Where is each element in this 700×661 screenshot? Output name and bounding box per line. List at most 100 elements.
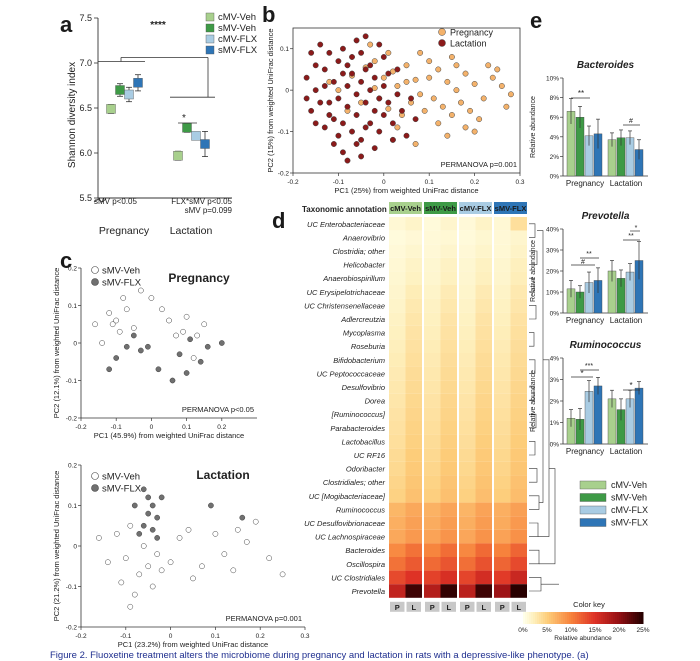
point-lactation (376, 41, 383, 48)
point-smv-flx (113, 355, 120, 361)
point-lactation (367, 62, 374, 69)
significance-star: *** (585, 363, 593, 370)
point-lactation (362, 33, 369, 40)
heatmap-cell (475, 557, 492, 571)
column-label: L (516, 603, 521, 612)
dendrogram-branch (529, 522, 539, 537)
legend-label: sMV-Veh (102, 266, 140, 277)
point-pregnancy (439, 103, 446, 110)
significance-star: * (629, 381, 632, 390)
heatmap-cell (475, 230, 492, 245)
point-cmv-veh (173, 150, 183, 161)
point-smv-flx (145, 510, 152, 517)
colorbar-segment (535, 612, 538, 624)
point-lactation (344, 83, 351, 89)
point-smv-veh (234, 526, 241, 533)
colorbar-segment (529, 612, 532, 624)
point-smv-flx (137, 347, 144, 354)
dendrogram-branch (529, 549, 540, 565)
column-label-bg (390, 601, 405, 612)
heatmap-cell (440, 529, 457, 544)
point-lactation (408, 95, 414, 102)
y-tick-label: 10% (546, 290, 559, 297)
point-lactation (362, 99, 369, 106)
point-pregnancy (471, 80, 478, 87)
panel-letter-e: e (530, 8, 542, 33)
colorbar-segment (641, 612, 644, 624)
y-tick-label: 7.5 (79, 13, 92, 23)
y-tick-label: 6.5 (79, 103, 92, 113)
point-pregnancy (426, 74, 433, 81)
heatmap-cell (459, 584, 476, 598)
heatmap-cell (424, 543, 441, 557)
heatmap-cell (405, 516, 422, 530)
colorbar-tick: 0% (518, 627, 528, 634)
heatmap-cell (440, 407, 457, 421)
legend-swatch (579, 493, 607, 502)
colorbar-tick: 15% (588, 627, 601, 634)
colorbar-label: Relative abundance (554, 635, 612, 642)
point-smv-flx (187, 336, 193, 343)
x-tick-label: 0.2 (256, 633, 265, 640)
column-label-bg (406, 601, 421, 612)
point-pregnancy (462, 124, 469, 131)
panel-letter-b: b (262, 2, 275, 27)
heatmap-cell (440, 475, 457, 489)
heatmap-cell (405, 244, 422, 258)
point-smv-veh (182, 123, 192, 133)
heatmap-cell (494, 393, 511, 408)
point-lactation (335, 58, 342, 65)
heatmap-cell (510, 298, 527, 313)
y-tick-label: 0.2 (68, 463, 77, 470)
x-tick-label: Lactation (610, 316, 642, 325)
point-pregnancy (494, 66, 501, 73)
column-label: P (430, 603, 435, 612)
heatmap-row-label: Clostridia; other (332, 247, 385, 256)
legend-label: Lactation (450, 39, 487, 49)
y-tick-label: -0.1 (278, 129, 290, 136)
point-smv-veh (92, 321, 98, 328)
y-tick-label: 0% (550, 311, 560, 318)
y-tick-label: 0 (285, 88, 289, 95)
point-pregnancy (417, 49, 424, 56)
point-pregnancy (453, 62, 460, 69)
heatmap-cell (494, 366, 511, 381)
y-tick-label: 8% (550, 95, 560, 102)
y-tick-label: 3% (550, 377, 560, 384)
point-lactation (349, 128, 355, 135)
y-tick-label: 0 (73, 544, 77, 551)
heatmap-row-header: Taxonomic annotation (302, 205, 387, 214)
heatmap-cell (459, 475, 476, 489)
column-group-header-bg (459, 202, 492, 214)
significance-star: **** (150, 20, 166, 31)
colorbar-segment (567, 612, 570, 624)
heatmap-cell (459, 543, 476, 557)
column-label-bg (476, 601, 491, 612)
heatmap-cell (475, 244, 492, 258)
colorbar-segment (559, 612, 562, 624)
point-lactation (394, 91, 401, 98)
dendrogram-branch (529, 495, 540, 510)
heatmap-cell (440, 298, 457, 313)
x-tick-label: -0.2 (75, 424, 87, 431)
colorbar-segment (547, 612, 550, 624)
heatmap-cell (424, 475, 441, 489)
heatmap-cell (510, 516, 527, 530)
point-smv-flx (183, 370, 190, 376)
heatmap-cell (510, 489, 527, 503)
point-lactation (339, 149, 346, 156)
heatmap-cell (494, 257, 511, 272)
heatmap-cell (494, 285, 511, 299)
heatmap-cell (510, 448, 527, 462)
heatmap-cell (510, 325, 527, 340)
heatmap-cell (405, 543, 422, 557)
point-smv-veh (137, 287, 144, 294)
heatmap-cell (510, 339, 527, 353)
heatmap-row-label: UC RF16 (354, 451, 386, 460)
heatmap-cell (475, 543, 492, 557)
column-label: L (411, 603, 416, 612)
significance-star: # (629, 118, 633, 125)
column-label-bg (425, 601, 440, 612)
heatmap-cell (510, 461, 527, 476)
significance-star: * (580, 369, 583, 378)
